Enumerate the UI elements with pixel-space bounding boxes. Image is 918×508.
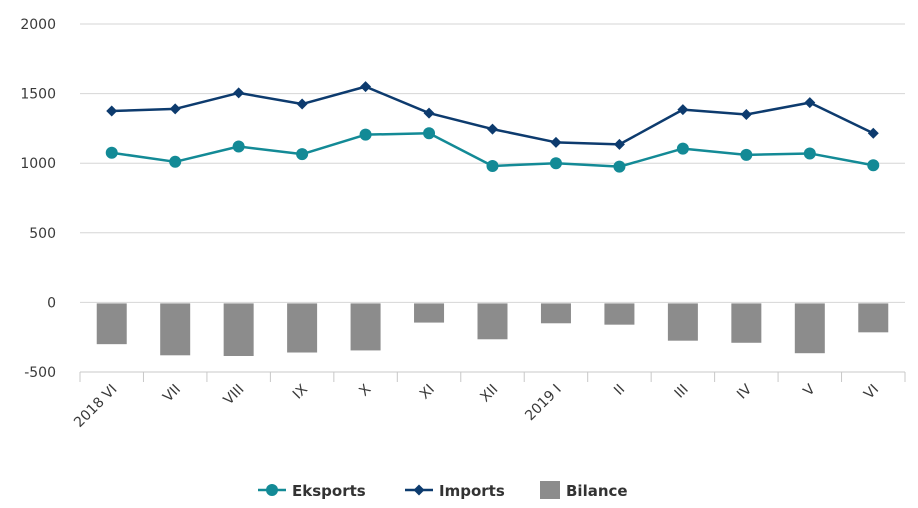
imports-point	[740, 108, 752, 120]
bilance-bar	[731, 303, 762, 343]
imports-point	[423, 107, 435, 119]
bilance-bar	[414, 303, 445, 323]
y-tick-label: -500	[24, 365, 56, 381]
bilance-bars	[96, 303, 889, 356]
eksports-point	[423, 127, 436, 140]
series-lines	[105, 81, 880, 173]
x-tick-label: V	[801, 381, 819, 399]
bilance-bar	[667, 303, 698, 341]
bilance-bar	[223, 303, 254, 356]
bilance-bar	[794, 303, 825, 354]
eksports-point	[232, 140, 245, 153]
x-axis: 2018 VI VII VIII IX X XI XII 2019 I II III IV V VI	[71, 371, 906, 431]
imports-point	[677, 104, 689, 116]
imports-line	[111, 85, 874, 146]
eksports-point	[105, 146, 118, 159]
imports-point	[550, 136, 562, 148]
eksports-point	[867, 159, 880, 172]
legend-bilance-swatch	[540, 481, 560, 499]
imports-point	[613, 138, 625, 150]
imports-point	[296, 98, 308, 110]
bilance-bar	[350, 303, 381, 351]
y-tick-label: 500	[29, 226, 56, 242]
eksports-point	[803, 147, 816, 160]
legend: Eksports Imports Bilance	[258, 481, 628, 500]
eksports-point	[613, 160, 626, 173]
bilance-bar	[477, 303, 508, 340]
bilance-bar	[160, 303, 191, 356]
x-tick-label: VI	[861, 382, 882, 403]
imports-point	[804, 97, 816, 109]
y-tick-label: 1500	[20, 87, 56, 103]
x-tick-label: IV	[734, 381, 755, 402]
x-tick-label: II	[611, 382, 628, 399]
imports-point	[487, 123, 498, 135]
imports-point	[106, 105, 118, 117]
eksports-point	[359, 128, 372, 141]
bilance-bar	[858, 303, 889, 333]
legend-eksports-marker	[266, 484, 278, 496]
x-tick-label: XII	[477, 382, 501, 406]
eksports-point	[740, 148, 753, 161]
eksports-point	[486, 159, 499, 172]
legend-imports-label: Imports	[439, 482, 505, 500]
x-tick-label: VII	[160, 382, 184, 406]
y-tick-label: 1000	[20, 156, 56, 172]
imports-point	[360, 81, 372, 93]
legend-imports-marker	[413, 484, 425, 496]
legend-eksports-label: Eksports	[292, 482, 366, 500]
x-tick-label: III	[672, 382, 692, 402]
x-tick-label: 2019 I	[522, 382, 565, 425]
x-tick-label: X	[356, 381, 374, 399]
x-tick-label: XI	[417, 382, 438, 403]
y-tick-label: 2000	[20, 17, 56, 33]
eksports-point	[296, 148, 309, 161]
y-axis: 2000 1500 1000 500 0 -500	[20, 17, 56, 381]
x-tick-label: IX	[290, 381, 311, 402]
y-tick-label: 0	[47, 295, 56, 311]
legend-bilance-label: Bilance	[566, 482, 628, 500]
bilance-bar	[604, 303, 635, 325]
imports-point	[233, 87, 245, 99]
imports-point	[169, 103, 181, 115]
bilance-bar	[287, 303, 318, 353]
eksports-point	[169, 155, 182, 168]
x-tick-label: VIII	[221, 382, 248, 409]
eksports-point	[676, 142, 689, 155]
imports-point	[867, 127, 879, 139]
bilance-bar	[540, 303, 571, 324]
x-tick-label: 2018 VI	[71, 382, 120, 431]
bilance-bar	[96, 303, 127, 345]
eksports-point	[549, 157, 562, 170]
